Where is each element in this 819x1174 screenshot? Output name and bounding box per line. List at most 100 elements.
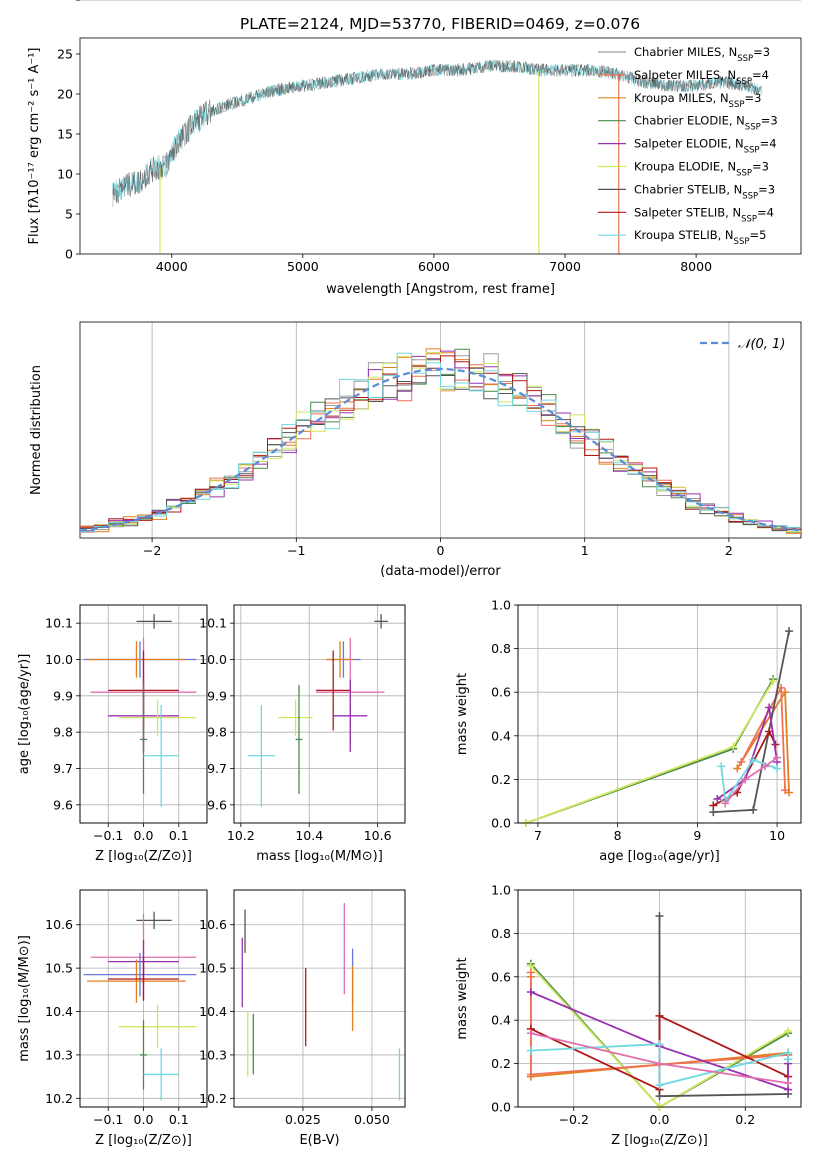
weight-point <box>526 968 535 977</box>
x-axis-label: Z [log₁₀(Z/Z⊙)] <box>611 1133 708 1148</box>
x-tick-label: 0.0 <box>134 828 154 843</box>
points <box>83 911 197 1101</box>
residuals-panel: −2 −1 0 1 2 (data-model)/error Normed distribu… <box>29 0 802 579</box>
y-axis-label: mass weight <box>455 957 470 1039</box>
legend-label: Salpeter STELIB, NSSP=4 <box>634 205 774 224</box>
legend-label: Chabrier ELODIE, NSSP=3 <box>634 114 778 133</box>
age-vs-z-panel: −0.1 0.0 0.1 9.6 9.7 9.8 9.9 10.0 10.1 Z [log₁₀(Z… <box>17 604 208 864</box>
y-tick-label: 10.2 <box>199 1091 227 1106</box>
y-tick-label: 10.1 <box>199 616 227 631</box>
y-tick-label: 1.0 <box>491 883 511 898</box>
y-tick-label: 10.4 <box>199 1004 227 1019</box>
weight-point <box>717 762 726 771</box>
weight-point <box>733 764 742 773</box>
y-tick-label: 10.1 <box>45 616 73 631</box>
x-tick-label: 0.0 <box>134 1112 154 1127</box>
weight-line <box>716 707 778 800</box>
weight-vs-age-panel: 7 8 9 10 0.0 0.2 0.4 0.6 0.8 1.0 age [log₁₀(age/yr… <box>455 598 802 864</box>
weight-point <box>781 786 790 795</box>
weight-point <box>784 1055 793 1064</box>
x-tick-label: 0.050 <box>354 1112 390 1127</box>
weight-line <box>724 756 778 804</box>
x-tick-label: 10 <box>769 828 785 843</box>
weight-point <box>765 703 774 712</box>
y-tick-label: 0.6 <box>491 685 511 700</box>
axes-frame <box>517 604 802 824</box>
axes-frame <box>79 37 802 255</box>
x-tick-label: 8 <box>614 828 622 843</box>
y-tick-label: 0.2 <box>491 772 511 787</box>
weight-point <box>713 795 722 804</box>
y-tick-label: 9.6 <box>53 797 73 812</box>
x-tick-label: 0.0 <box>650 1112 670 1127</box>
x-tick-label: 10.2 <box>227 828 255 843</box>
weight-point <box>761 762 770 771</box>
y-tick-label: 25 <box>57 47 73 62</box>
y-tick-label: 10.2 <box>45 1091 73 1106</box>
y-tick-label: 5 <box>65 207 73 222</box>
weight-line <box>525 678 774 824</box>
y-tick-label: 10.0 <box>199 652 227 667</box>
y-tick-label: 0.8 <box>491 926 511 941</box>
x-tick-label: −0.1 <box>93 828 123 843</box>
y-tick-label: 9.8 <box>207 725 227 740</box>
y-tick-label: 10.3 <box>199 1047 227 1062</box>
x-tick-label: −2 <box>143 543 161 558</box>
y-tick-label: 9.6 <box>207 797 227 812</box>
y-tick-label: 10.4 <box>45 1004 73 1019</box>
axes-frame <box>79 889 208 1108</box>
spectrum-line-chabrier_stelib <box>112 59 762 204</box>
y-tick-label: 0.8 <box>491 641 511 656</box>
legend-label: 𝒩(0, 1) <box>738 337 785 352</box>
y-tick-label: 10.3 <box>45 1047 73 1062</box>
legend-label: Salpeter ELODIE, NSSP=4 <box>634 137 777 156</box>
weight-point <box>741 775 750 784</box>
legend-label: Kroupa MILES, NSSP=3 <box>634 91 761 110</box>
y-axis-label: age [log₁₀(age/yr)] <box>17 654 32 775</box>
figure-title: PLATE=2124, MJD=53770, FIBERID=0469, z=0… <box>240 15 640 33</box>
x-tick-label: 0.2 <box>735 1112 755 1127</box>
weight-point <box>655 1011 664 1020</box>
y-tick-label: 9.9 <box>207 688 227 703</box>
legend: Chabrier MILES, NSSP=3 Salpeter MILES, NS… <box>598 45 778 247</box>
y-tick-label: 10.5 <box>199 961 227 976</box>
age-vs-mass-panel: 10.2 10.4 10.6 9.6 9.7 9.8 9.9 10.0 10.1 mass [lo… <box>199 604 406 864</box>
y-tick-label: 1.0 <box>491 598 511 613</box>
weight-point <box>773 764 782 773</box>
spectrum-panel: 4000 5000 6000 7000 8000 0 5 10 15 20 25 wavelength… <box>27 37 802 297</box>
points <box>83 614 197 807</box>
y-tick-label: 0 <box>65 247 73 262</box>
x-tick-label: 10.6 <box>364 828 392 843</box>
axes-frame <box>79 604 208 824</box>
legend-label: Kroupa ELODIE, NSSP=3 <box>634 160 769 179</box>
axes-frame <box>517 604 802 824</box>
x-tick-label: 9 <box>693 828 701 843</box>
x-tick-label: −0.2 <box>559 1112 589 1127</box>
x-tick-label: 0.1 <box>169 1112 189 1127</box>
mass-vs-z-panel: −0.1 0.0 0.1 10.2 10.3 10.4 10.5 10.6 Z [log₁₀(Z… <box>17 889 208 1148</box>
x-tick-label: 7 <box>534 828 542 843</box>
weight-point <box>709 801 718 810</box>
x-tick-label: 7000 <box>549 259 581 274</box>
legend-label: Kroupa STELIB, NSSP=5 <box>634 228 766 247</box>
histogram-salpeter_stelib <box>80 355 801 529</box>
x-tick-label: 4000 <box>156 259 188 274</box>
y-tick-label: 0.4 <box>491 728 511 743</box>
x-tick-label: 8000 <box>680 259 712 274</box>
x-axis-label: mass [log₁₀(M/M⊙)] <box>256 849 383 864</box>
weight-point <box>655 912 664 921</box>
weight-point <box>785 627 794 636</box>
axes-frame <box>233 889 406 1108</box>
weight-point <box>769 677 778 686</box>
y-tick-label: 9.8 <box>53 725 73 740</box>
weight-point <box>749 805 758 814</box>
x-tick-label: −0.1 <box>93 1112 123 1127</box>
y-tick-label: 10.5 <box>45 961 73 976</box>
x-tick-label: 0 <box>437 543 445 558</box>
x-axis-label: Z [log₁₀(Z/Z⊙)] <box>95 849 192 864</box>
x-axis-label: wavelength [Angstrom, rest frame] <box>326 282 555 297</box>
points <box>241 903 401 1101</box>
x-tick-label: 1 <box>581 543 589 558</box>
y-tick-label: 10 <box>57 167 73 182</box>
x-axis-label: age [log₁₀(age/yr)] <box>599 849 720 864</box>
